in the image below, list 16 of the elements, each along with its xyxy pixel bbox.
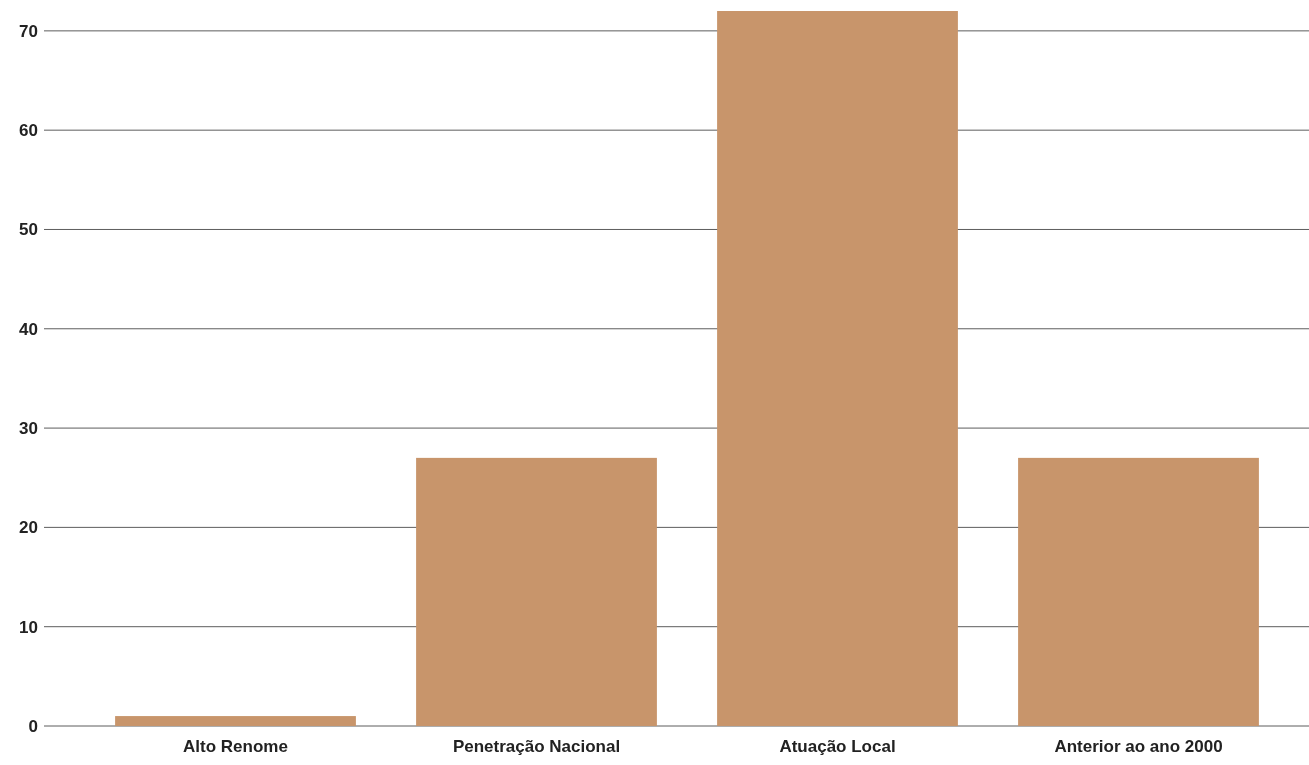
x-tick-label: Penetração Nacional (452, 737, 621, 757)
x-tick-label: Alto Renome (183, 737, 288, 757)
y-tick-label: 0 (28, 716, 38, 736)
y-tick-label: 30 (19, 419, 38, 439)
y-tick-label: 50 (19, 220, 38, 240)
bar (1018, 457, 1259, 726)
x-tick-label: Atuação Local (779, 737, 896, 757)
y-tick-label: 20 (19, 518, 38, 538)
y-tick-label: 70 (19, 21, 38, 41)
bar (115, 716, 356, 726)
bar (416, 457, 657, 726)
x-tick-label: Anterior ao ano 2000 (1054, 737, 1223, 757)
bar (717, 11, 958, 726)
y-tick-label: 60 (19, 121, 38, 141)
y-tick-label: 40 (19, 319, 38, 339)
y-tick-label: 10 (19, 617, 38, 637)
